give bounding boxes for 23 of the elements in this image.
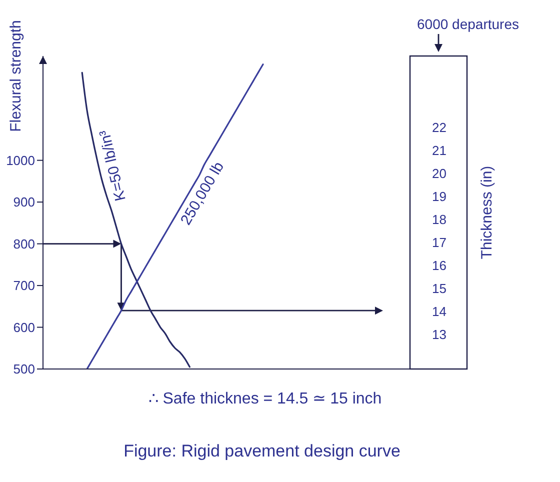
text: Figure: Rigid pavement design curve bbox=[124, 442, 400, 460]
y2-tick-label: 19 bbox=[432, 189, 446, 204]
line-series bbox=[86, 64, 264, 369]
y2-axis-title: Thickness (in) bbox=[478, 166, 496, 260]
y2-tick-label: 22 bbox=[432, 120, 446, 135]
y2-tick-label: 15 bbox=[432, 281, 446, 296]
y-tick-label: 500 bbox=[13, 362, 35, 377]
y-tick-label: 700 bbox=[13, 278, 35, 294]
y2-tick-label: 21 bbox=[432, 142, 446, 158]
text: 6000 departures bbox=[417, 16, 519, 32]
y2-tick-label: 17 bbox=[432, 235, 446, 250]
text: ∴ Safe thicknes = 14.5 ≃ 15 inch bbox=[148, 390, 382, 408]
y2-tick-label: 16 bbox=[432, 258, 446, 274]
text: K=50 lb/in³ bbox=[96, 128, 130, 203]
y-tick-label: 1000 bbox=[6, 152, 35, 168]
y-tick-label: 900 bbox=[13, 194, 35, 210]
y2-tick-label: 18 bbox=[432, 212, 446, 228]
y2-tick-label: 13 bbox=[432, 327, 446, 342]
y-tick-label: 600 bbox=[13, 320, 35, 335]
y2-tick-label: 20 bbox=[432, 166, 446, 181]
y-tick-label: 800 bbox=[13, 236, 35, 252]
y2-tick-label: 14 bbox=[432, 304, 446, 320]
y-axis-title: Flexural strength bbox=[8, 20, 24, 132]
